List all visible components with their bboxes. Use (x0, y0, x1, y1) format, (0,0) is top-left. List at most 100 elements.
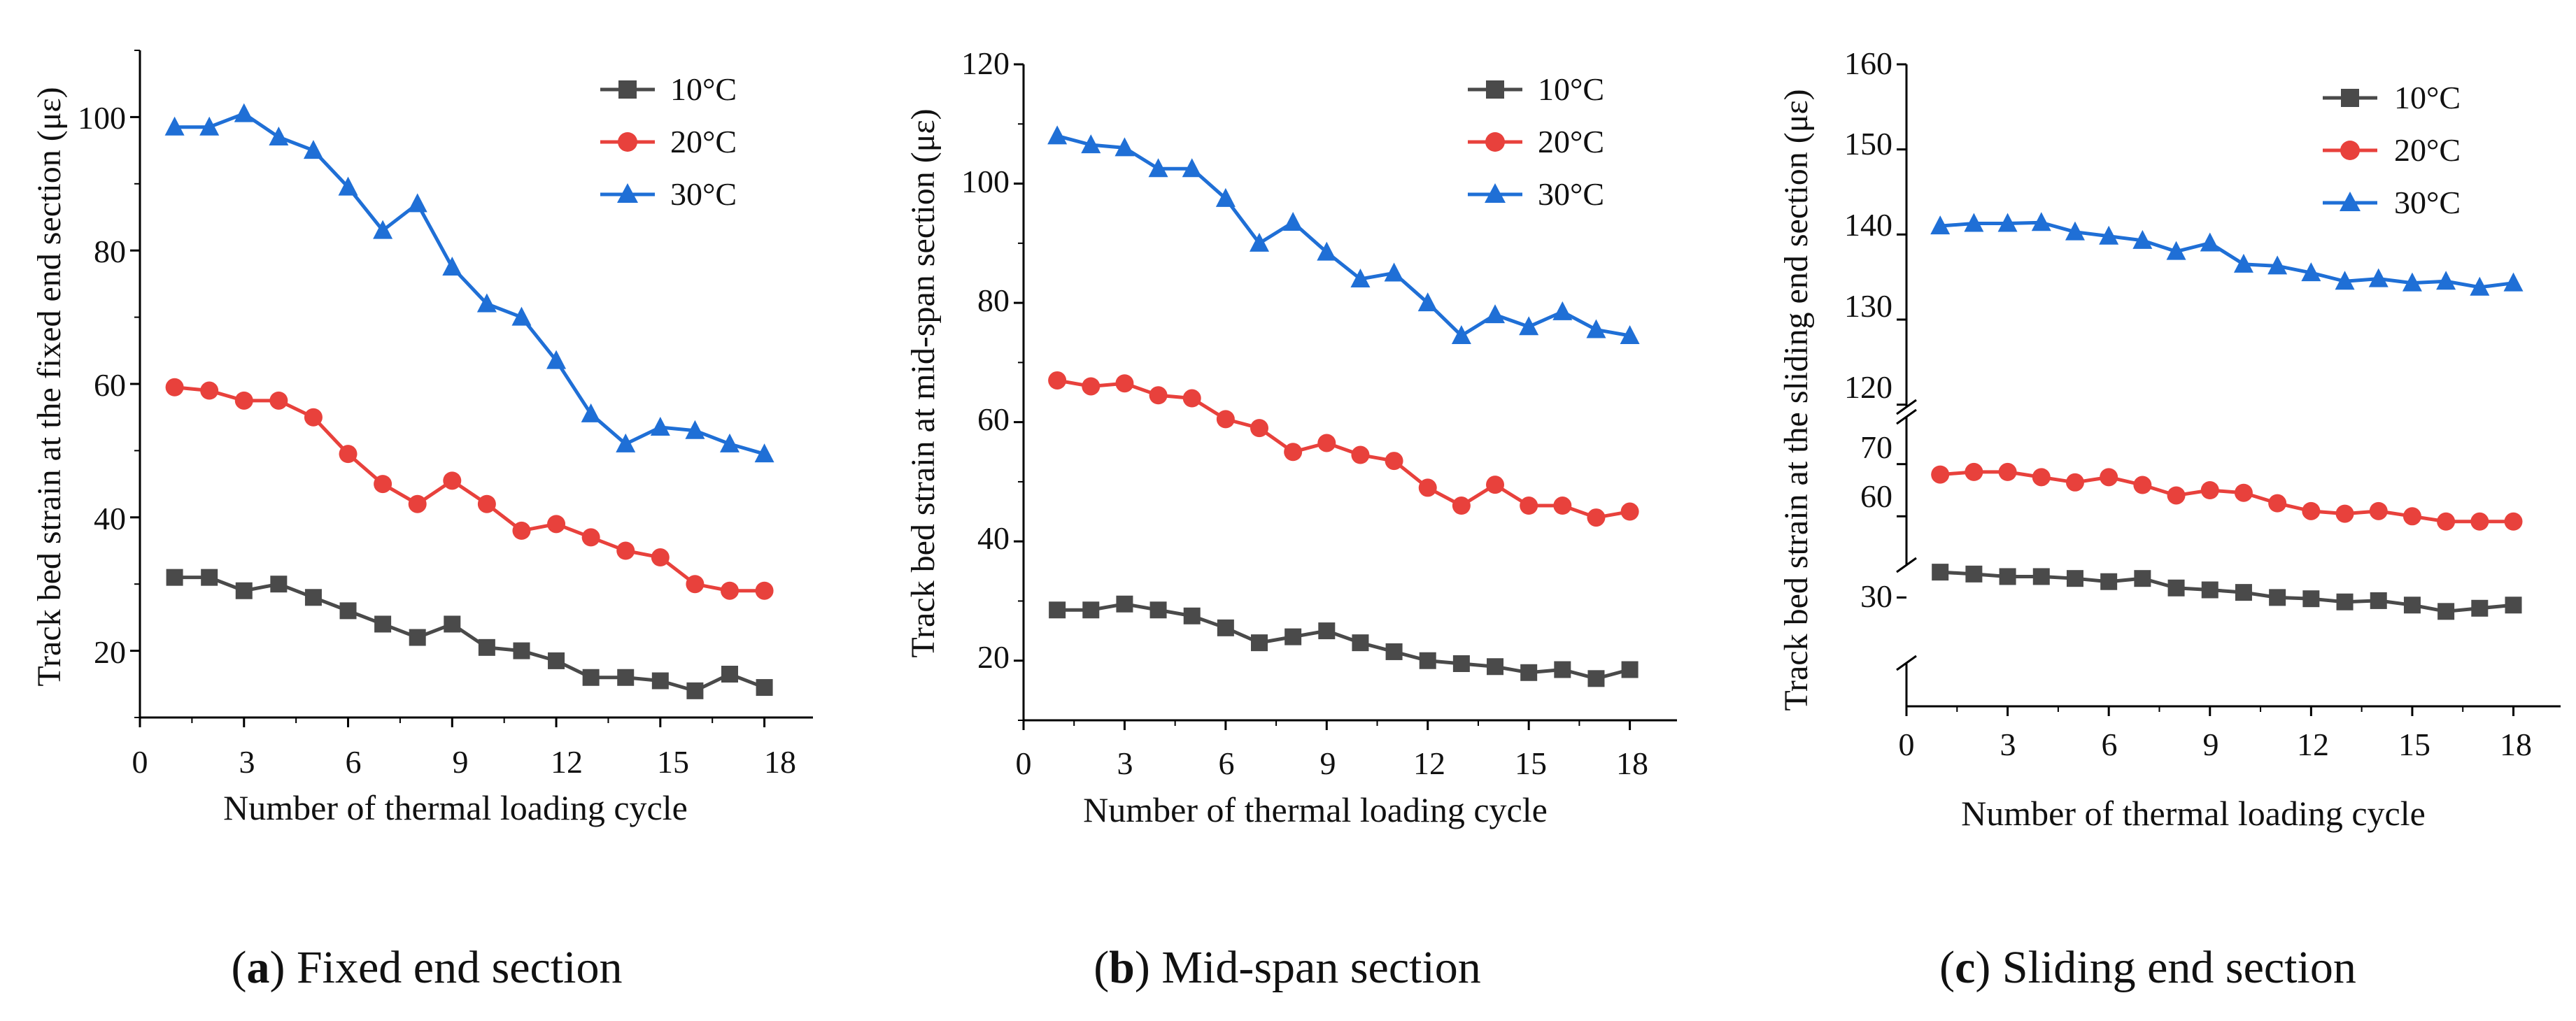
chart-b-y-ticklabels: 20 40 60 80 100 120 (961, 45, 1010, 675)
data-point-square (513, 642, 530, 659)
data-point-square (2066, 570, 2083, 587)
data-point-triangle (1552, 301, 1573, 320)
data-point-circle (1216, 410, 1235, 429)
chart-c-xtick-label: 3 (2000, 727, 2016, 762)
data-point-square (1049, 601, 1066, 619)
data-point-square (756, 679, 773, 697)
data-point-square (582, 669, 600, 686)
data-point-triangle (2233, 253, 2253, 273)
legend-square-marker (2341, 89, 2359, 107)
chart-a-xlabel: Number of thermal loading cycle (223, 788, 688, 827)
chart-c-ytick-label: 70 (1860, 429, 1892, 465)
chart-c-caption: (c) Sliding end section (1939, 942, 2356, 993)
chart-c-axes (1896, 63, 2561, 716)
legend-circle-marker (2340, 141, 2360, 160)
series-line (174, 385, 765, 593)
data-point-circle (2402, 507, 2421, 526)
data-point-triangle (2166, 241, 2186, 260)
chart-b-caption-text: Mid-span section (1161, 942, 1480, 993)
data-point-triangle (407, 193, 427, 213)
series-line (1056, 134, 1631, 338)
data-point-triangle (1317, 241, 1337, 261)
chart-c-ytick-label: 130 (1844, 288, 1892, 324)
chart-c-legend-label: 10°C (2394, 80, 2461, 115)
data-point-triangle (1182, 158, 1202, 178)
chart-a-xtick-label: 15 (657, 744, 689, 780)
chart-a-ylabel: Track bed strain at the fixed end sectio… (31, 87, 68, 686)
chart-a-legend: 10°C 20°C 30°C (600, 71, 737, 212)
data-point-square (1251, 634, 1268, 652)
axis-break-mark (1896, 655, 1917, 671)
chart-c-ytick-label: 160 (1844, 45, 1892, 81)
data-point-triangle (199, 116, 220, 136)
chart-b-xtick-label: 3 (1117, 745, 1133, 781)
data-point-square (1419, 652, 1436, 669)
data-point-circle (1998, 462, 2017, 481)
data-point-circle (616, 541, 635, 560)
chart-b-ytick-label: 120 (961, 45, 1010, 81)
data-point-circle (1965, 462, 1983, 481)
chart-c: 0 3 6 9 12 15 18 30 60 70 120 130 140 15… (1778, 45, 2561, 993)
data-point-square (1999, 568, 2016, 585)
axis-break-mark (1896, 399, 1917, 415)
data-point-square (2032, 568, 2050, 585)
data-point-square (2505, 597, 2522, 614)
data-point-square (409, 629, 426, 646)
chart-a-caption: (a) Fixed end section (231, 942, 622, 993)
chart-a-xtick-label: 9 (453, 744, 469, 780)
data-point-square (2403, 597, 2421, 614)
data-point-circle (1284, 443, 1303, 462)
chart-a-ytick-label: 80 (94, 234, 126, 269)
data-point-square (2437, 603, 2455, 620)
data-point-circle (443, 471, 462, 490)
data-point-triangle (1215, 187, 1236, 207)
data-point-triangle (546, 350, 567, 369)
data-point-square (2269, 589, 2286, 606)
chart-a-x-ticklabels: 0 3 6 9 12 15 18 (132, 744, 797, 780)
chart-a-xtick-label: 0 (132, 744, 148, 780)
data-point-circle (512, 521, 531, 540)
data-point-circle (1931, 465, 1950, 484)
chart-b-legend-label: 30°C (1538, 176, 1604, 212)
data-point-triangle (2031, 212, 2051, 231)
chart-b-axes (1014, 63, 1677, 730)
data-point-circle (339, 445, 358, 464)
svg-text:(a) Fixed end section: (a) Fixed end section (231, 942, 622, 993)
data-point-square (548, 652, 565, 669)
data-point-circle (200, 381, 219, 400)
data-point-circle (2504, 512, 2523, 531)
data-point-square (270, 576, 288, 593)
chart-c-legend: 10°C 20°C 30°C (2323, 80, 2461, 220)
data-point-circle (2335, 504, 2354, 523)
data-point-triangle (2470, 276, 2490, 296)
data-point-square (721, 665, 738, 683)
chart-b-ytick-label: 20 (977, 639, 1010, 675)
data-point-triangle (442, 257, 462, 276)
data-point-triangle (650, 417, 670, 436)
data-point-triangle (1148, 158, 1168, 178)
data-point-triangle (685, 420, 705, 439)
chart-c-y-ticklabels: 30 60 70 120 130 140 150 160 (1844, 45, 1892, 614)
data-point-square (686, 682, 704, 699)
data-point-triangle (1384, 262, 1404, 282)
chart-a-ytick-label: 20 (94, 634, 126, 670)
data-point-triangle (1620, 324, 1640, 344)
data-point-circle (1385, 452, 1403, 471)
chart-c-xlabel: Number of thermal loading cycle (1961, 794, 2426, 833)
data-point-square (1452, 655, 1470, 672)
chart-c-ytick-label: 120 (1844, 369, 1892, 405)
chart-b-xtick-label: 12 (1413, 745, 1445, 781)
chart-b-series (1047, 125, 1640, 687)
legend-square-marker (1486, 80, 1504, 99)
data-point-triangle (1964, 213, 1984, 232)
data-point-triangle (1930, 215, 1951, 235)
data-point-triangle (2301, 262, 2321, 282)
data-point-square (1932, 564, 1949, 581)
chart-b-xtick-label: 6 (1219, 745, 1235, 781)
chart-c-xtick-label: 15 (2398, 727, 2430, 762)
data-point-square (1217, 619, 1234, 636)
chart-b-ytick-label: 80 (977, 283, 1010, 318)
data-point-circle (1587, 508, 1606, 527)
chart-b-legend-label: 20°C (1538, 124, 1604, 159)
